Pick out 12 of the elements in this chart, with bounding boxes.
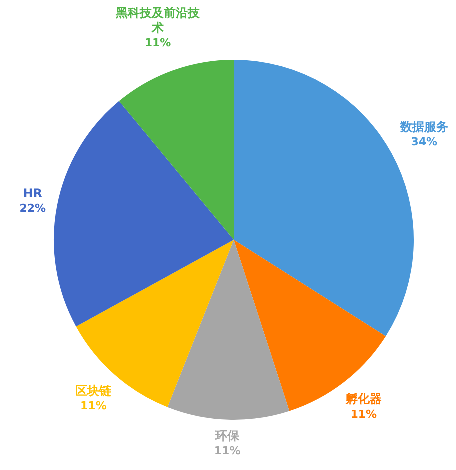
slice-label: 黑科技及前沿技术 (114, 6, 201, 35)
data-label: 34% (411, 136, 438, 149)
slice-label: HR (23, 186, 43, 200)
data-label: 11% (144, 36, 172, 50)
slice-label: 孵化器 (344, 392, 382, 406)
slice-label: 环保 (214, 428, 241, 443)
data-label: 11% (214, 444, 241, 458)
data-label: 11% (350, 408, 378, 421)
data-label: 11% (80, 400, 107, 412)
slice-label: 数据服务 (399, 120, 448, 134)
slice-label: 区块链 (76, 384, 113, 398)
data-label: 22% (20, 202, 46, 215)
